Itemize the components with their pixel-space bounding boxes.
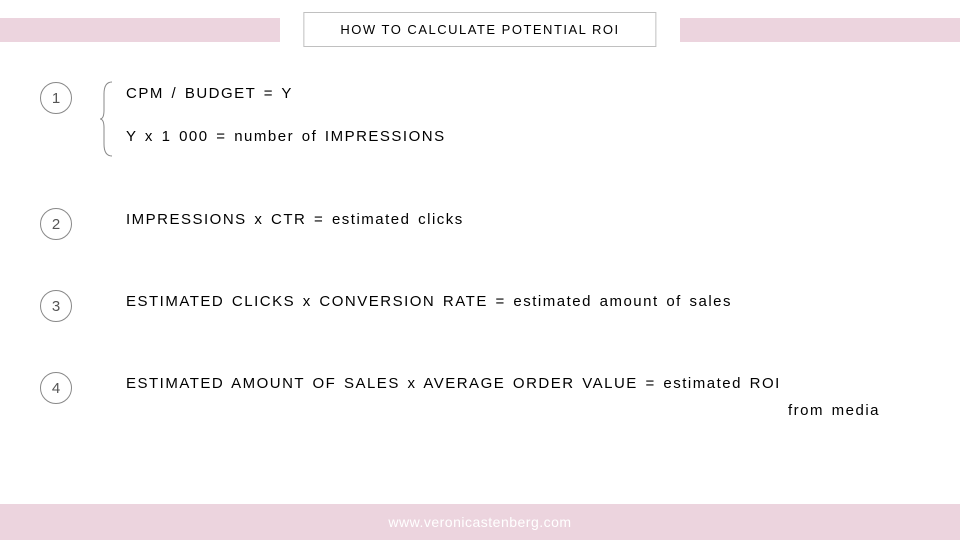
step-3: 3 ESTIMATED CLICKS x CONVERSION RATE = e… [40, 288, 920, 322]
steps-container: 1 CPM / BUDGET = Y Y x 1 000 = number of… [40, 80, 920, 424]
step-4-line1: ESTIMATED AMOUNT OF SALES x AVERAGE ORDE… [126, 370, 920, 397]
step-4-line2: from media [126, 397, 920, 424]
header-bar-left [0, 18, 280, 42]
step-number-circle: 4 [40, 372, 72, 404]
footer-bar: www.veronicastenberg.com [0, 504, 960, 540]
step-4: 4 ESTIMATED AMOUNT OF SALES x AVERAGE OR… [40, 370, 920, 424]
step-1-line1: CPM / BUDGET = Y [126, 80, 446, 107]
header-bar-right [680, 18, 960, 42]
step-2-text: IMPRESSIONS x CTR = estimated clicks [126, 206, 464, 233]
step-2: 2 IMPRESSIONS x CTR = estimated clicks [40, 206, 920, 240]
step-number-circle: 1 [40, 82, 72, 114]
footer-url: www.veronicastenberg.com [388, 514, 571, 530]
step-1-text: CPM / BUDGET = Y Y x 1 000 = number of I… [126, 80, 446, 158]
step-1: 1 CPM / BUDGET = Y Y x 1 000 = number of… [40, 80, 920, 158]
step-4-text: ESTIMATED AMOUNT OF SALES x AVERAGE ORDE… [126, 370, 920, 424]
step-number-circle: 3 [40, 290, 72, 322]
step-number-circle: 2 [40, 208, 72, 240]
step-3-text: ESTIMATED CLICKS x CONVERSION RATE = est… [126, 288, 732, 315]
page-title: HOW TO CALCULATE POTENTIAL ROI [303, 12, 656, 47]
bracket-icon [100, 80, 114, 158]
step-1-line2: Y x 1 000 = number of IMPRESSIONS [126, 123, 446, 150]
